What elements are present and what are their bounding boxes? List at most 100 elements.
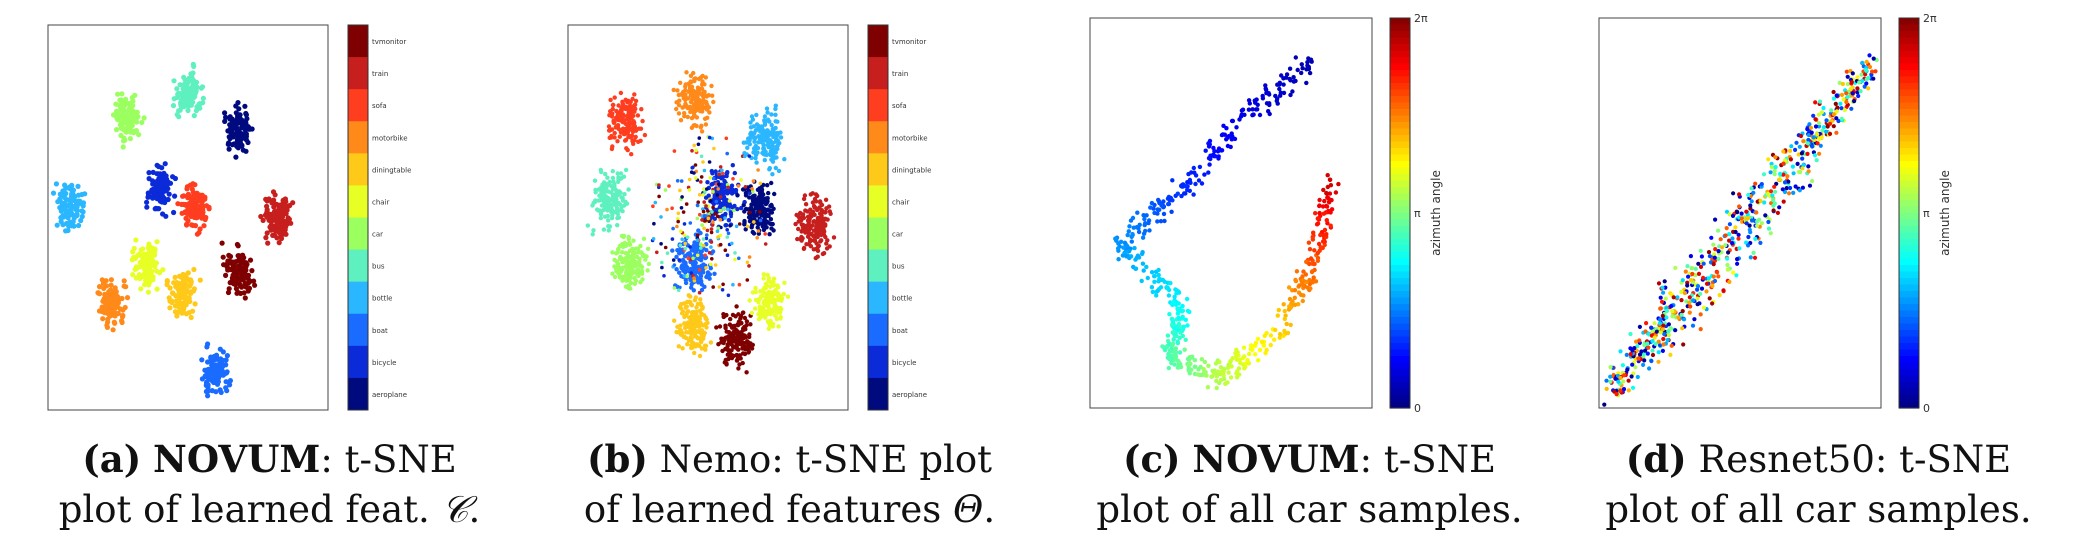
colorbar-gradient-step — [1390, 297, 1410, 305]
scatter-point — [646, 261, 652, 267]
scatter-point — [1788, 148, 1793, 153]
scatter-point — [616, 113, 622, 119]
scatter-point — [1788, 157, 1793, 162]
scatter-point — [1666, 329, 1671, 334]
scatter-point — [617, 134, 622, 139]
scatter-point — [686, 309, 691, 314]
scatter-point — [732, 208, 736, 213]
scatter-point — [688, 79, 693, 84]
scatter-point — [808, 244, 814, 249]
scatter-point — [682, 321, 687, 326]
scatter-point — [180, 86, 186, 92]
colorbar-tick-label: bottle — [372, 295, 392, 303]
scatter-point — [1786, 191, 1792, 196]
scatter-point — [1858, 89, 1863, 94]
scatter-point — [1736, 236, 1741, 241]
scatter-point — [718, 218, 723, 222]
scatter-point — [264, 214, 270, 220]
scatter-point — [183, 302, 189, 308]
scatter-point — [748, 344, 753, 349]
scatter-point — [1795, 161, 1800, 166]
scatter-point — [690, 149, 694, 153]
scatter-point — [702, 187, 706, 191]
scatter-point — [615, 139, 620, 144]
scatter-point — [1121, 245, 1126, 250]
scatter-point — [1796, 152, 1801, 157]
colorbar-tick-label: motorbike — [372, 134, 408, 142]
scatter-point — [737, 362, 742, 367]
scatter-point — [631, 141, 636, 146]
scatter-point — [218, 389, 224, 395]
scatter-point — [637, 256, 642, 262]
scatter-point — [773, 139, 778, 144]
scatter-point — [1713, 247, 1718, 252]
scatter-point — [1326, 209, 1332, 214]
scatter-point — [104, 310, 110, 316]
scatter-point — [244, 116, 250, 122]
colorbar-gradient-step — [1390, 219, 1410, 227]
scatter-point — [630, 250, 636, 255]
scatter-point — [751, 189, 755, 194]
scatter-point — [1800, 166, 1805, 171]
scatter-point — [1234, 347, 1239, 352]
colorbar-gradient-step — [1390, 83, 1410, 91]
scatter-point — [1759, 221, 1764, 226]
scatter-point — [676, 103, 682, 108]
scatter-point — [1321, 187, 1326, 193]
scatter-point — [685, 235, 690, 239]
scatter-point — [1715, 270, 1720, 275]
scatter-point — [188, 290, 194, 296]
scatter-point — [749, 130, 754, 135]
scatter-point — [1306, 56, 1311, 61]
scatter-point — [692, 298, 698, 303]
colorbar-axis-label: azimuth angle — [1429, 170, 1443, 256]
scatter-point — [156, 176, 162, 182]
scatter-point — [227, 135, 233, 142]
scatter-point — [245, 272, 252, 278]
scatter-point — [766, 213, 771, 219]
scatter-point — [198, 85, 204, 91]
scatter-point — [1216, 147, 1221, 153]
scatter-point — [1749, 218, 1755, 223]
scatter-point — [1819, 135, 1824, 140]
scatter-point — [1801, 163, 1806, 168]
scatter-point — [1176, 321, 1182, 327]
scatter-point — [1238, 114, 1244, 119]
scatter-point — [599, 186, 605, 191]
scatter-point — [1817, 99, 1823, 104]
scatter-point — [145, 192, 152, 198]
scatter-point — [1284, 72, 1290, 77]
scatter-point — [1815, 132, 1820, 137]
scatter-point — [1766, 219, 1771, 225]
scatter-point — [1727, 232, 1732, 237]
scatter-point — [761, 272, 766, 277]
scatter-point — [1324, 218, 1329, 223]
scatter-point — [1839, 106, 1844, 111]
scatter-point — [1806, 164, 1811, 169]
scatter-point — [704, 204, 708, 208]
scatter-point — [615, 171, 620, 176]
scatter-point — [734, 358, 740, 363]
colorbar-swatch — [348, 89, 368, 122]
scatter-point — [720, 168, 724, 173]
scatter-point — [728, 210, 734, 215]
scatter-point — [1297, 283, 1302, 288]
scatter-point — [1227, 360, 1233, 365]
scatter-point — [1316, 241, 1322, 247]
caption-label: (a) — [82, 437, 142, 481]
scatter-point — [688, 221, 693, 225]
colorbar-tick-label: car — [372, 231, 383, 239]
scatter-point — [142, 282, 148, 288]
scatter-point — [80, 209, 86, 215]
scatter-point — [1793, 184, 1798, 189]
scatter-point — [744, 319, 750, 324]
scatter-point — [778, 135, 784, 140]
scatter-point — [751, 202, 756, 207]
colorbar-gradient-step — [1390, 154, 1410, 162]
colorbar-tick-label: sofa — [372, 102, 387, 110]
scatter-point — [276, 240, 282, 246]
scatter-point — [1696, 271, 1702, 276]
scatter-point — [734, 224, 739, 229]
scatter-point — [736, 184, 741, 188]
scatter-point — [142, 261, 148, 267]
